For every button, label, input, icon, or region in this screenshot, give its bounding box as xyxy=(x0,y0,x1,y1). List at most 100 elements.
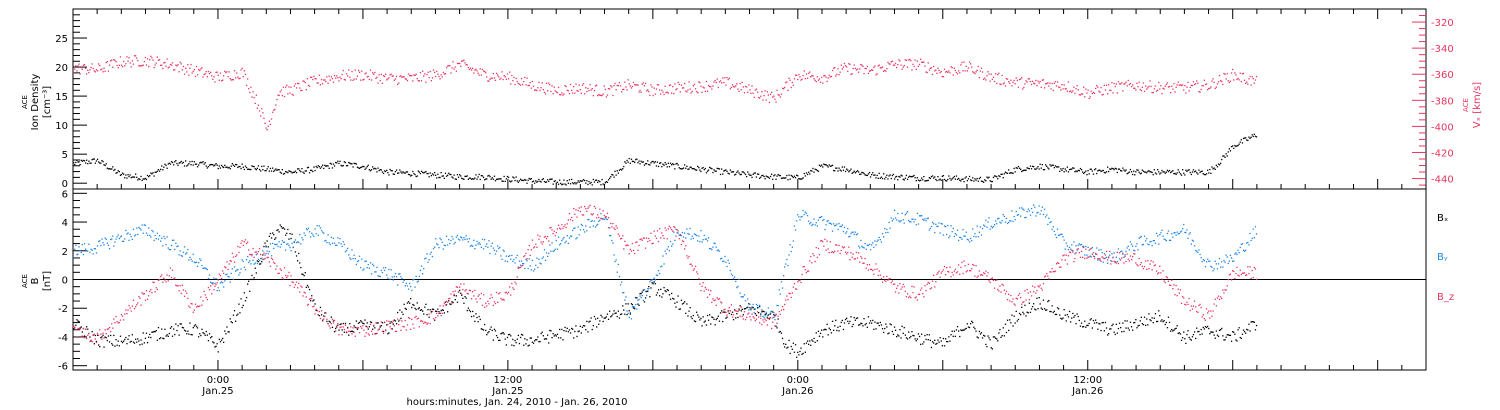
density-series-point xyxy=(727,172,729,174)
velocity-series-point xyxy=(520,78,523,80)
velocity-series-point xyxy=(736,83,738,85)
density-series-point xyxy=(842,169,845,171)
bfield-series-blue-point xyxy=(831,230,834,232)
density-series-point xyxy=(125,174,127,176)
density-series-point xyxy=(712,171,714,174)
bfield-series-black-point xyxy=(1122,322,1124,324)
density-series-point xyxy=(563,179,565,181)
bfield-series-red-point xyxy=(518,267,521,269)
bfield-series-blue-point xyxy=(1065,242,1067,244)
density-series-point xyxy=(1001,173,1003,175)
density-series-point xyxy=(75,161,77,164)
bfield-series-blue-point xyxy=(1251,237,1253,239)
density-series-point xyxy=(771,173,773,175)
bfield-series-black-point xyxy=(265,245,267,247)
density-series-point xyxy=(1016,167,1018,169)
bfield-series-black-point xyxy=(118,345,120,347)
bfield-series-red-point xyxy=(639,238,641,241)
bfield-series-red-point xyxy=(456,286,459,288)
bfield-series-blue-point xyxy=(808,220,810,222)
bfield-series-black-point xyxy=(1220,329,1222,331)
bfield-series-black-point xyxy=(833,329,835,331)
bfield-series-blue-point xyxy=(730,273,733,275)
density-series-point xyxy=(818,164,821,166)
bfield-series-blue-point xyxy=(457,238,460,240)
bfield-series-black-point xyxy=(535,339,537,341)
bfield-series-blue-point xyxy=(666,248,668,250)
velocity-series-point xyxy=(443,73,445,75)
bfield-series-blue-point xyxy=(855,234,858,236)
bfield-series-black-point xyxy=(340,323,342,325)
velocity-series-point xyxy=(588,89,590,92)
bfield-series-black-point xyxy=(501,332,503,334)
bfield-series-blue-point xyxy=(960,236,962,239)
bfield-series-blue-point xyxy=(1004,221,1007,223)
bfield-series-black-point xyxy=(1153,317,1155,319)
bfield-series-black-point xyxy=(964,328,966,330)
velocity-series-point xyxy=(981,71,984,73)
bfield-series-black-point xyxy=(787,346,789,348)
bfield-series-red-point xyxy=(487,300,489,302)
bfield-series-blue-point xyxy=(1103,253,1105,255)
velocity-series-point xyxy=(459,62,461,65)
bfield-series-red-point xyxy=(622,235,624,237)
bfield-series-black-point xyxy=(1238,327,1240,329)
velocity-series-point xyxy=(240,69,242,71)
velocity-series-point xyxy=(1230,72,1233,74)
density-series-point xyxy=(233,165,236,167)
density-series-point xyxy=(945,180,947,182)
velocity-series-point xyxy=(594,85,597,87)
bfield-series-black-point xyxy=(435,310,437,312)
bfield-series-red-point xyxy=(486,305,488,307)
bfield-series-blue-point xyxy=(179,250,181,252)
bfield-series-black-point xyxy=(315,309,317,311)
velocity-series-point xyxy=(639,89,641,92)
bfield-series-blue-point xyxy=(456,234,459,237)
density-series-point xyxy=(1072,167,1074,169)
velocity-series-point xyxy=(579,89,581,91)
bfield-series-black-point xyxy=(83,335,86,337)
bfield-series-black-point xyxy=(347,326,349,329)
bfield-series-blue-point xyxy=(559,244,561,246)
velocity-series-point xyxy=(549,84,551,86)
bfield-series-black-point xyxy=(663,287,665,289)
velocity-series-point xyxy=(392,75,394,77)
velocity-series-point xyxy=(901,68,903,70)
bfield-series-blue-point xyxy=(187,248,189,251)
velocity-series-point xyxy=(1067,81,1070,83)
bfield-series-black-point xyxy=(855,317,858,320)
bfield-series-blue-point xyxy=(759,304,761,306)
bfield-series-black-point xyxy=(126,343,128,345)
bfield-series-red-point xyxy=(375,322,377,324)
bfield-series-red-point xyxy=(132,299,135,301)
density-series-point xyxy=(83,160,86,162)
bfield-series-blue-point xyxy=(692,237,694,240)
bfield-series-black-point xyxy=(442,309,444,311)
bfield-series-black-point xyxy=(834,325,836,327)
bfield-series-black-point xyxy=(478,315,480,318)
velocity-series-point xyxy=(808,72,810,74)
velocity-series-point xyxy=(517,82,519,85)
bfield-series-red-point xyxy=(253,256,255,258)
density-series-point xyxy=(241,163,243,165)
bfield-series-black-point xyxy=(698,316,700,318)
bfield-series-blue-point xyxy=(164,237,166,240)
density-series-point xyxy=(307,166,310,168)
density-series-point xyxy=(494,180,497,182)
bfield-series-blue-point xyxy=(369,262,372,264)
bfield-series-blue-point xyxy=(727,259,729,261)
bfield-series-black-point xyxy=(132,341,135,343)
bfield-series-red-point xyxy=(285,274,287,277)
velocity-series-point xyxy=(750,92,752,94)
velocity-series-point xyxy=(1165,83,1167,86)
velocity-series-point xyxy=(247,78,249,80)
density-series-point xyxy=(827,166,829,168)
velocity-series-point xyxy=(1229,80,1232,82)
bfield-series-blue-point xyxy=(85,248,87,250)
bfield-series-blue-point xyxy=(335,244,337,246)
velocity-series-point xyxy=(232,79,235,81)
velocity-series-point xyxy=(1010,79,1012,81)
bfield-series-red-point xyxy=(447,301,449,303)
velocity-series-point xyxy=(106,60,108,63)
bfield-series-blue-point xyxy=(885,232,887,234)
